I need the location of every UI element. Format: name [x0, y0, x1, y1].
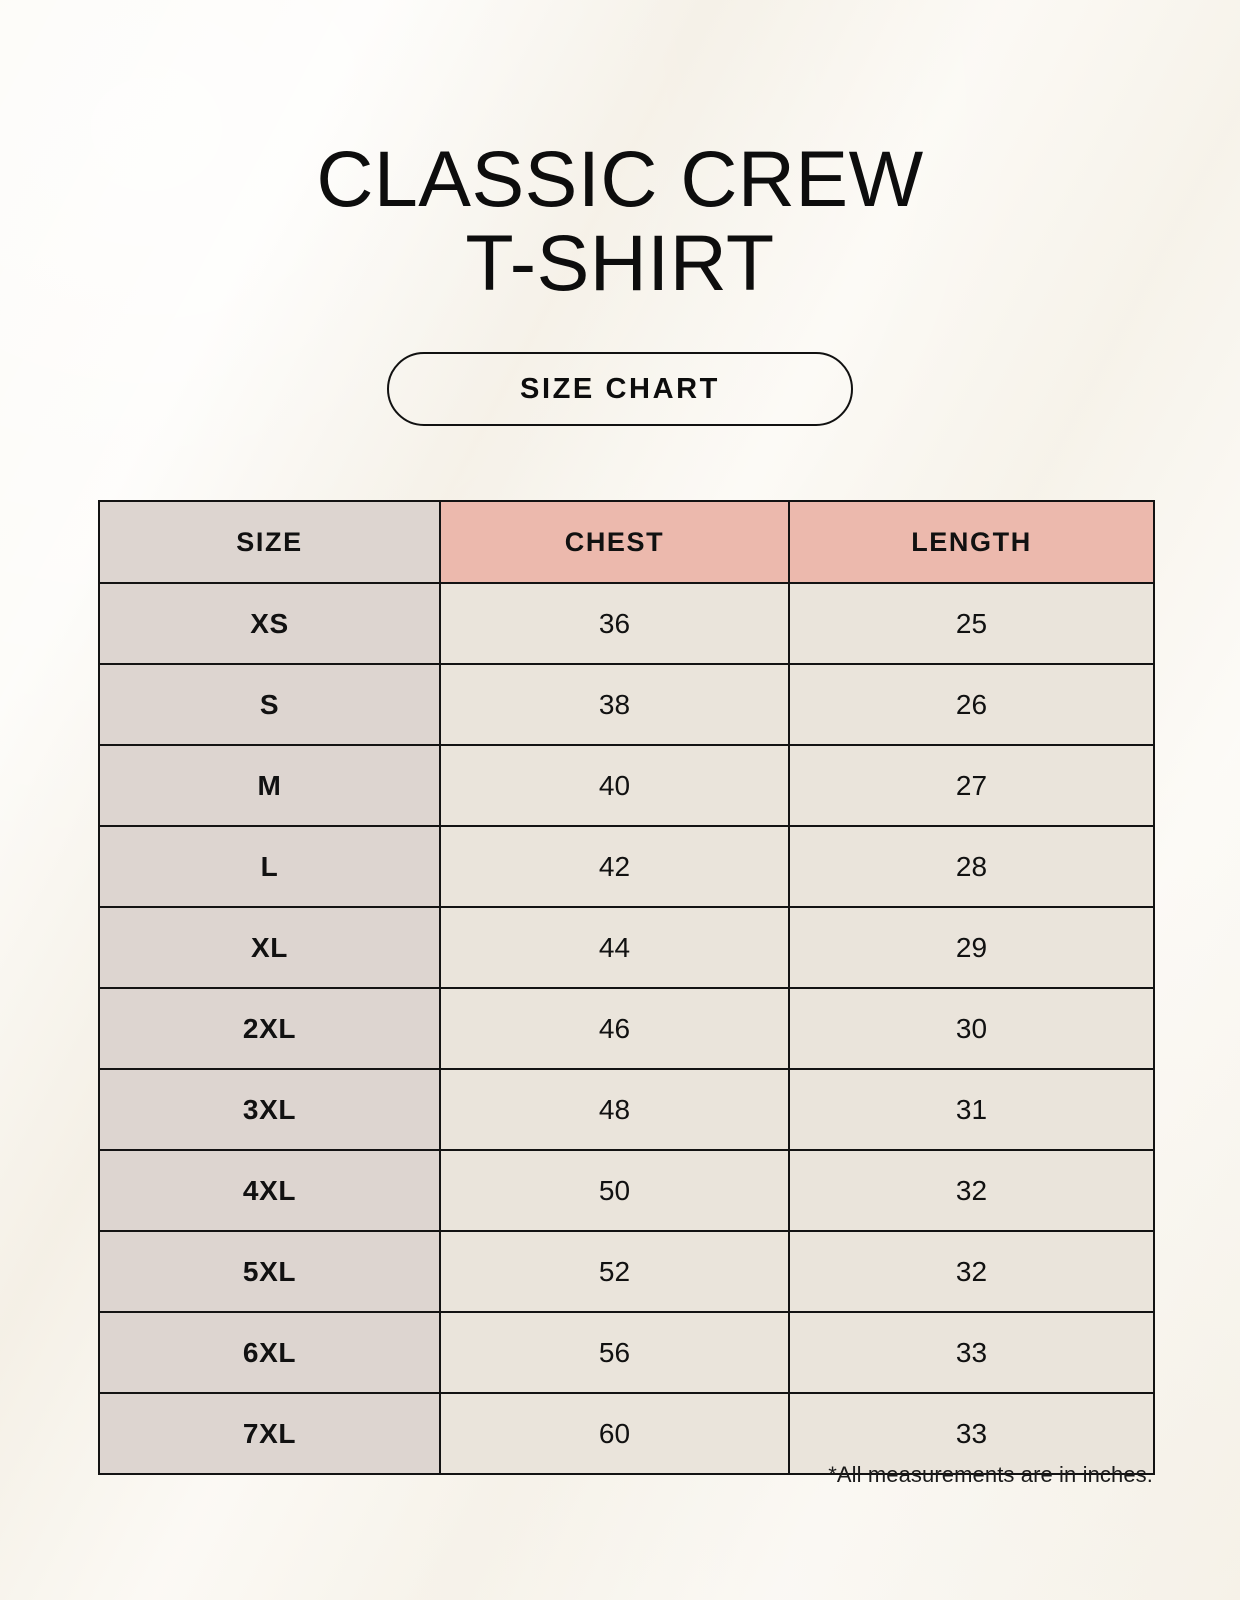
cell-size: 3XL [98, 1068, 441, 1151]
table-row: 4XL 50 32 [98, 1149, 1155, 1232]
table-header: SIZE CHEST LENGTH [98, 500, 1155, 584]
cell-length: 29 [788, 906, 1155, 989]
cell-chest: 46 [439, 987, 790, 1070]
cell-size: 4XL [98, 1149, 441, 1232]
cell-chest: 40 [439, 744, 790, 827]
cell-size: XS [98, 582, 441, 665]
table-row: 2XL 46 30 [98, 987, 1155, 1070]
cell-length: 30 [788, 987, 1155, 1070]
cell-size: XL [98, 906, 441, 989]
cell-chest: 36 [439, 582, 790, 665]
table-header-row: SIZE CHEST LENGTH [98, 500, 1155, 584]
table-row: M 40 27 [98, 744, 1155, 827]
cell-chest: 38 [439, 663, 790, 746]
cell-size: S [98, 663, 441, 746]
cell-chest: 44 [439, 906, 790, 989]
table-row: S 38 26 [98, 663, 1155, 746]
table-row: XS 36 25 [98, 582, 1155, 665]
table-row: 5XL 52 32 [98, 1230, 1155, 1313]
measurements-footnote: *All measurements are in inches. [828, 1462, 1153, 1487]
cell-size: 5XL [98, 1230, 441, 1313]
column-header-length: LENGTH [788, 500, 1155, 584]
cell-chest: 42 [439, 825, 790, 908]
cell-length: 28 [788, 825, 1155, 908]
cell-length: 27 [788, 744, 1155, 827]
cell-size: L [98, 825, 441, 908]
cell-length: 31 [788, 1068, 1155, 1151]
cell-chest: 56 [439, 1311, 790, 1394]
cell-size: M [98, 744, 441, 827]
column-header-chest: CHEST [439, 500, 790, 584]
cell-length: 32 [788, 1149, 1155, 1232]
column-header-size: SIZE [98, 500, 441, 584]
cell-size: 6XL [98, 1311, 441, 1394]
cell-size: 2XL [98, 987, 441, 1070]
cell-length: 25 [788, 582, 1155, 665]
table-row: 3XL 48 31 [98, 1068, 1155, 1151]
page-title: CLASSIC CREW T-SHIRT [316, 133, 924, 307]
size-table-container: SIZE CHEST LENGTH XS 36 25 S 38 26 M 40 27 L 42 28 X… [98, 500, 1155, 1475]
table-row: 6XL 56 33 [98, 1311, 1155, 1394]
table-row: L 42 28 [98, 825, 1155, 908]
badge-container: SIZE CHART [0, 352, 1240, 426]
cell-chest: 48 [439, 1068, 790, 1151]
cell-chest: 50 [439, 1149, 790, 1232]
cell-length: 26 [788, 663, 1155, 746]
table-body: XS 36 25 S 38 26 M 40 27 L 42 28 XL 44 29 2XL 46 30 3XL 48 3… [98, 582, 1155, 1475]
cell-chest: 52 [439, 1230, 790, 1313]
cell-length: 32 [788, 1230, 1155, 1313]
cell-length: 33 [788, 1311, 1155, 1394]
table-row: XL 44 29 [98, 906, 1155, 989]
size-table: SIZE CHEST LENGTH XS 36 25 S 38 26 M 40 27 L 42 28 X… [98, 500, 1155, 1475]
size-chart-badge: SIZE CHART [387, 352, 853, 426]
